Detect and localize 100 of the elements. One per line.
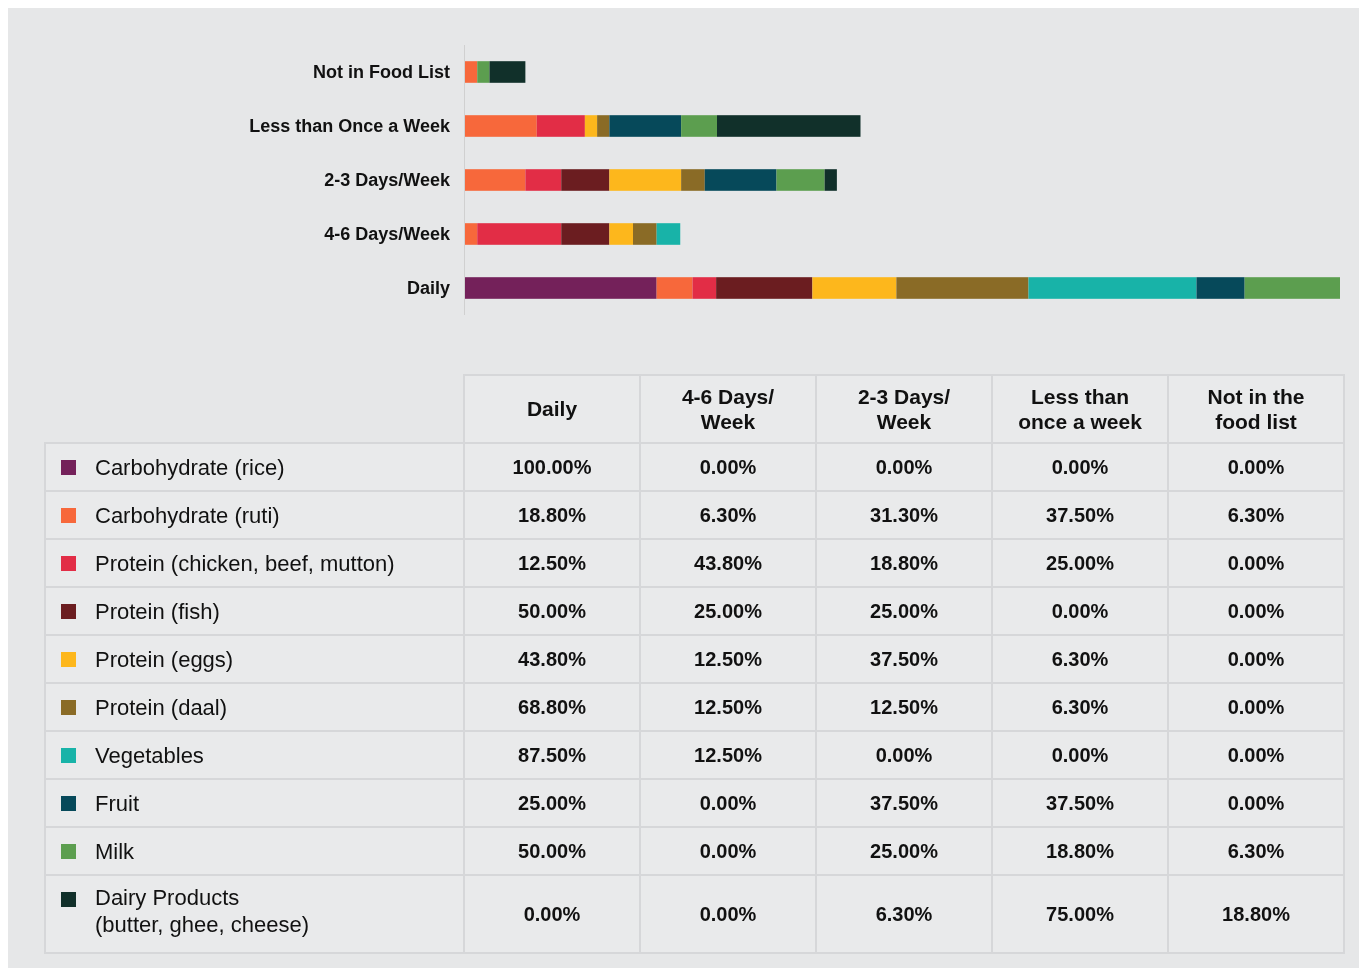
- bar: [609, 169, 682, 191]
- data-label: 0.00%: [1051, 600, 1109, 622]
- data-label: 0.00%: [875, 456, 933, 478]
- y-tick-label: Vegetables: [95, 742, 204, 768]
- data-label: 18.80%: [1046, 840, 1115, 862]
- data-label: 6.30%: [1227, 504, 1285, 526]
- data-label: 0.00%: [875, 744, 933, 766]
- bar: [561, 169, 610, 191]
- data-label: 50.00%: [518, 600, 587, 622]
- data-label: 6.30%: [1051, 696, 1109, 718]
- data-label: 0.00%: [523, 903, 581, 925]
- bar: [597, 115, 610, 137]
- bar: [896, 277, 1029, 299]
- y-tick-label: Carbohydrate (ruti): [95, 502, 280, 528]
- bar: [1244, 277, 1340, 299]
- bar: [1196, 277, 1245, 299]
- data-label: 43.80%: [518, 648, 587, 670]
- data-label: 0.00%: [1227, 600, 1285, 622]
- y-tick-label: Milk: [95, 838, 136, 864]
- data-label: 75.00%: [1046, 903, 1115, 925]
- data-label: 0.00%: [699, 903, 757, 925]
- data-label: 25.00%: [518, 792, 587, 814]
- data-label: 0.00%: [1227, 456, 1285, 478]
- bar: [681, 115, 717, 137]
- bar: [465, 169, 526, 191]
- data-label: 12.50%: [870, 696, 939, 718]
- bar: [776, 169, 825, 191]
- data-label: 68.80%: [518, 696, 587, 718]
- bar: [812, 277, 897, 299]
- data-label: 0.00%: [699, 840, 757, 862]
- y-tick-label: Protein (daal): [95, 694, 228, 720]
- x-tick-label: Less than once a week: [1018, 384, 1143, 433]
- data-label: 31.30%: [870, 504, 939, 526]
- bar: [716, 277, 813, 299]
- bar: [656, 277, 693, 299]
- data-label: 18.80%: [518, 504, 587, 526]
- data-label: 6.30%: [1227, 840, 1285, 862]
- bar: [633, 223, 657, 245]
- y-tick-label: 2-3 Days/Week: [324, 170, 451, 191]
- bar: [465, 277, 657, 299]
- data-label: 43.80%: [694, 552, 763, 574]
- bar: [609, 115, 682, 137]
- data-label: 0.00%: [1227, 648, 1285, 670]
- bar: [681, 169, 705, 191]
- bar: [489, 61, 526, 83]
- data-label: 37.50%: [1046, 504, 1115, 526]
- y-tick-label: Dairy Products (butter, ghee, cheese): [95, 884, 310, 937]
- bar: [704, 169, 777, 191]
- data-label: 6.30%: [699, 504, 757, 526]
- y-tick-label: Less than Once a Week: [249, 116, 451, 137]
- data-label: 0.00%: [1227, 792, 1285, 814]
- x-tick-label: Not in the food list: [1207, 384, 1305, 433]
- bar: [477, 61, 490, 83]
- data-label: 0.00%: [1051, 456, 1109, 478]
- y-tick-label: Carbohydrate (rice): [95, 454, 285, 480]
- data-label: 18.80%: [1222, 903, 1291, 925]
- data-label: 37.50%: [870, 792, 939, 814]
- bar: [824, 169, 837, 191]
- bar: [477, 223, 562, 245]
- y-tick-label: Protein (chicken, beef, mutton): [95, 550, 395, 576]
- data-label: 6.30%: [1051, 648, 1109, 670]
- bar: [717, 115, 861, 137]
- data-label: 0.00%: [699, 792, 757, 814]
- y-tick-label: Daily: [406, 278, 450, 299]
- x-tick-label: 2-3 Days/ Week: [857, 384, 951, 433]
- data-label: 12.50%: [694, 648, 763, 670]
- data-label: 25.00%: [870, 600, 939, 622]
- y-tick-label: 4-6 Days/Week: [324, 224, 451, 245]
- x-tick-label: Daily: [526, 397, 578, 421]
- bar: [1028, 277, 1197, 299]
- data-label: 12.50%: [694, 744, 763, 766]
- data-label: 18.80%: [870, 552, 939, 574]
- bar: [609, 223, 633, 245]
- data-label: 0.00%: [1227, 744, 1285, 766]
- data-label: 37.50%: [870, 648, 939, 670]
- bar: [561, 223, 610, 245]
- data-label: 0.00%: [699, 456, 757, 478]
- data-label: 12.50%: [518, 552, 587, 574]
- data-label: 100.00%: [512, 456, 592, 478]
- data-label: 0.00%: [1227, 552, 1285, 574]
- data-label: 0.00%: [1051, 744, 1109, 766]
- data-label: 6.30%: [875, 903, 933, 925]
- data-label: 87.50%: [518, 744, 587, 766]
- y-tick-label: Protein (eggs): [95, 646, 234, 672]
- data-label: 12.50%: [694, 696, 763, 718]
- data-label: 0.00%: [1227, 696, 1285, 718]
- y-tick-label: Not in Food List: [313, 62, 451, 83]
- y-tick-label: Protein (fish): [95, 598, 220, 624]
- x-tick-label: 4-6 Days/ Week: [681, 384, 775, 433]
- bar: [465, 223, 478, 245]
- data-label: 50.00%: [518, 840, 587, 862]
- bar: [536, 115, 585, 137]
- data-label: 25.00%: [694, 600, 763, 622]
- data-label: 25.00%: [1046, 552, 1115, 574]
- bar: [465, 115, 537, 137]
- bar: [692, 277, 717, 299]
- bar: [465, 61, 478, 83]
- bar: [584, 115, 598, 137]
- bar: [656, 223, 681, 245]
- data-label: 25.00%: [870, 840, 939, 862]
